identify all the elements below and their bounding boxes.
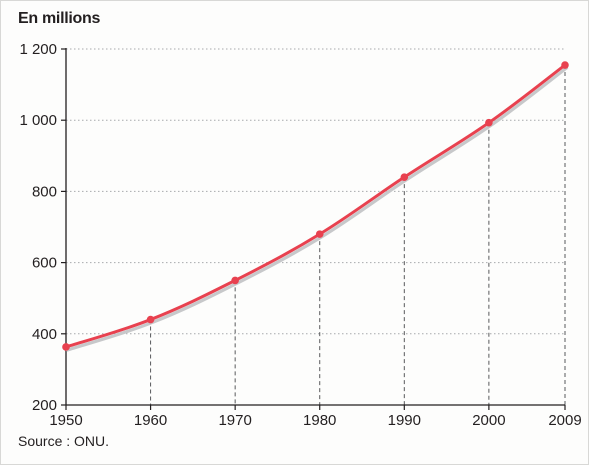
y-tick-label-600: 600 [32,255,57,272]
data-point-1970 [231,276,239,285]
data-point-1950 [62,343,70,351]
y-tick-label-400: 400 [32,326,57,343]
x-tick-label-1970: 1970 [218,412,251,429]
tick-labels: 200 400 600 800 1 000 1 200 1950 1960 1970 1980 19… [19,41,581,429]
data-point-1980 [315,230,324,238]
data-point-2000 [485,118,493,127]
y-tick-label-200: 200 [32,397,57,414]
x-tick-label-1980: 1980 [303,412,336,429]
data-point-1990 [400,173,409,181]
unit-label: En millions [18,10,101,27]
x-tick-label-2000: 2000 [472,412,505,429]
series-line-shadow [65,66,569,352]
x-tick-label-1950: 1950 [49,412,82,429]
grid-layer [66,48,565,335]
x-tick-label-1990: 1990 [388,412,421,429]
y-tick-label-800: 800 [32,183,57,200]
line-chart: 200 400 600 800 1 000 1 200 1950 1960 1970 1980 19… [19,41,581,429]
x-tick-label-1960: 1960 [134,412,167,429]
data-point-1960 [146,315,155,324]
source-note: Source : ONU. [18,433,110,449]
y-tick-label-1000: 1 000 [19,112,57,129]
x-tick-label-2009: 2009 [548,412,581,429]
series-line [64,63,567,349]
series-layer [62,61,569,352]
axes [61,48,566,410]
data-point-2009 [561,61,569,69]
drop-lines [150,65,566,405]
y-tick-label-1200: 1 200 [19,41,57,58]
